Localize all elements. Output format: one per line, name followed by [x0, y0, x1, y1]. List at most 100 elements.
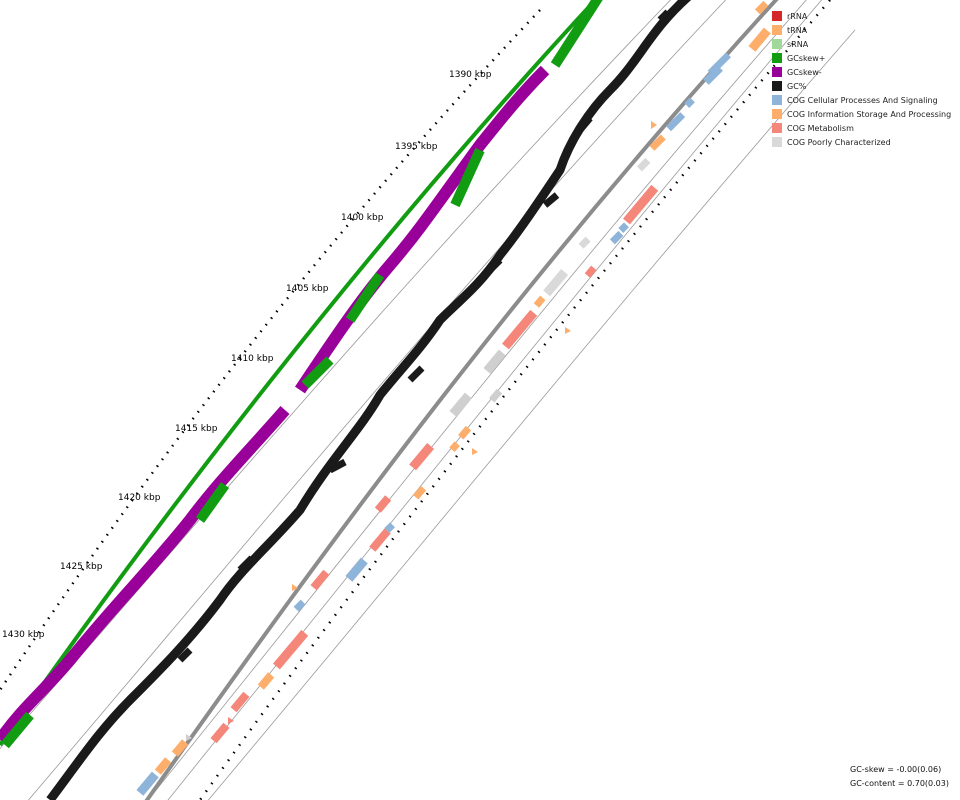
- legend-item-gcskew-minus: GCskew-: [772, 65, 951, 79]
- gene-feature: [449, 441, 460, 452]
- guide-ring: [147, 0, 807, 800]
- legend-swatch: [772, 137, 782, 147]
- gene-feature: [154, 757, 172, 775]
- gene-feature: [584, 265, 597, 278]
- gc-content-plot: [46, 0, 692, 800]
- legend-label: GCskew-: [787, 67, 822, 77]
- marker: [292, 584, 298, 591]
- legend-label: rRNA: [787, 11, 808, 21]
- gene-feature: [609, 230, 624, 245]
- gc-skew-baseline: [0, 0, 599, 747]
- gene-feature: [409, 443, 435, 471]
- scale-labels: 1390 kbp 1395 kbp 1400 kbp 1405 kbp 1410…: [2, 70, 492, 640]
- gene-feature: [273, 629, 309, 670]
- gc-skew-minus: [0, 65, 550, 744]
- scale-label: 1410 kbp: [231, 354, 274, 364]
- legend: rRNA tRNA sRNA GCskew+ GCskew- GC% COG C…: [772, 9, 951, 149]
- legend-swatch: [772, 109, 782, 119]
- gene-feature: [666, 112, 686, 132]
- gene-feature: [171, 739, 189, 757]
- scale-label: 1395 kbp: [395, 142, 438, 152]
- legend-item-cog-cellular: COG Cellular Processes And Signaling: [772, 93, 951, 107]
- gene-feature: [636, 157, 651, 172]
- scale-label: 1400 kbp: [341, 213, 384, 223]
- marker: [228, 717, 234, 724]
- legend-item-rrna: rRNA: [772, 9, 951, 23]
- gene-feature: [502, 309, 538, 350]
- scale-label: 1415 kbp: [175, 424, 218, 434]
- gene-feature: [703, 65, 723, 85]
- gene-feature: [483, 349, 506, 374]
- gene-feature: [210, 722, 230, 744]
- gene-feature: [374, 495, 392, 513]
- gc-content-spikes: [107, 9, 671, 723]
- gene-feature: [623, 184, 659, 225]
- legend-label: tRNA: [787, 25, 808, 35]
- gene-feature: [345, 557, 368, 582]
- legend-label: COG Poorly Characterized: [787, 137, 891, 147]
- gene-feature: [578, 236, 591, 249]
- gene-feature: [684, 97, 695, 108]
- gene-feature: [310, 569, 330, 591]
- guide-rings: [0, 0, 856, 800]
- gene-feature: [649, 134, 666, 151]
- legend-label: COG Metabolism: [787, 123, 854, 133]
- guide-ring: [167, 0, 823, 800]
- guide-ring: [0, 0, 671, 750]
- scale-ticks-inner: [198, 0, 831, 800]
- legend-swatch: [772, 11, 782, 21]
- gene-feature: [618, 222, 629, 233]
- gene-feature: [449, 392, 472, 417]
- legend-swatch: [772, 67, 782, 77]
- legend-label: GC%: [787, 81, 807, 91]
- marker: [472, 448, 478, 455]
- gene-feature: [293, 599, 306, 612]
- legend-item-gcskew-plus: GCskew+: [772, 51, 951, 65]
- legend-label: COG Information Storage And Processing: [787, 109, 952, 119]
- scale-label: 1405 kbp: [286, 284, 329, 294]
- gene-feature: [489, 388, 503, 403]
- gene-feature: [257, 672, 275, 690]
- genome-backbone: [144, 0, 779, 800]
- legend-swatch: [772, 123, 782, 133]
- legend-item-trna: tRNA: [772, 23, 951, 37]
- scale-label: 1425 kbp: [60, 562, 103, 572]
- guide-ring: [27, 0, 727, 800]
- guide-ring: [207, 29, 856, 800]
- gene-feature: [136, 771, 159, 796]
- gc-skew-stat: GC-skew = -0.00(0.06): [850, 765, 942, 774]
- gene-feature: [369, 528, 391, 552]
- gene-feature: [458, 425, 472, 440]
- legend-item-cog-metabolism: COG Metabolism: [772, 121, 951, 135]
- legend-label: COG Cellular Processes And Signaling: [787, 95, 938, 105]
- legend-label: GCskew+: [787, 53, 826, 63]
- gene-feature: [754, 0, 769, 15]
- legend-swatch: [772, 25, 782, 35]
- legend-item-srna: sRNA: [772, 37, 951, 51]
- gc-skew-track: [0, 0, 603, 749]
- gene-feature: [384, 522, 395, 533]
- gene-feature: [533, 295, 546, 308]
- scale-label: 1420 kbp: [118, 493, 161, 503]
- marker: [565, 327, 571, 334]
- stats-panel: GC-skew = -0.00(0.06) GC-content = 0.70(…: [850, 765, 949, 793]
- legend-label: sRNA: [787, 39, 809, 49]
- scale-label: 1430 kbp: [2, 630, 45, 640]
- scale-ticks-outer: [0, 9, 541, 691]
- legend-swatch: [772, 39, 782, 49]
- small-markers: [186, 121, 657, 741]
- gene-feature: [413, 485, 427, 500]
- gc-skew-plus: [1, 0, 603, 749]
- gene-feature: [543, 269, 569, 297]
- legend-item-gc-percent: GC%: [772, 79, 951, 93]
- gene-feature: [748, 27, 771, 52]
- marker: [651, 121, 657, 129]
- marker: [186, 734, 192, 741]
- genes-forward: [136, 52, 731, 796]
- genes-reverse: [345, 0, 771, 582]
- legend-swatch: [772, 81, 782, 91]
- legend-swatch: [772, 95, 782, 105]
- gc-content-stat: GC-content = 0.70(0.03): [850, 779, 949, 788]
- gene-feature: [230, 691, 250, 713]
